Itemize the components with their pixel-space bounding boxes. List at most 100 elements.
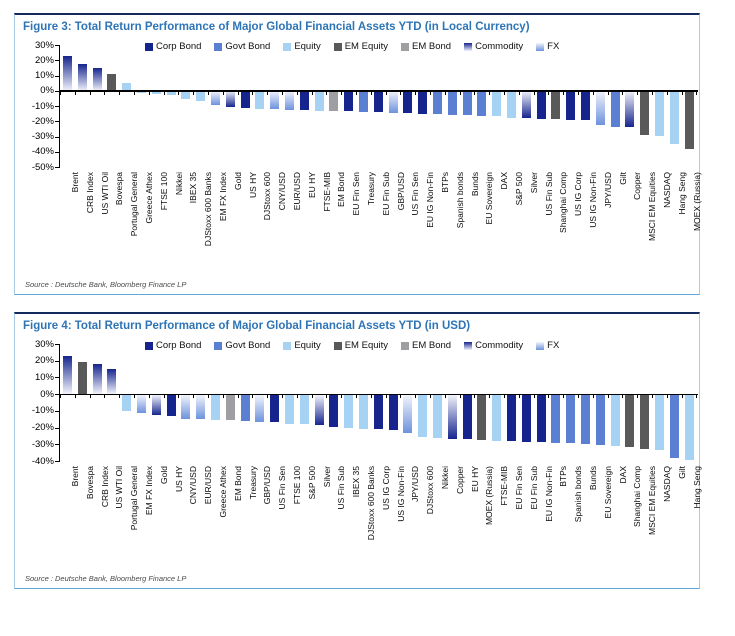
- bar-cny-usd: [181, 394, 191, 419]
- x-tick-mark: [326, 90, 328, 95]
- legend-label: Equity: [294, 340, 321, 351]
- legend-swatch-corp-bond: [145, 341, 153, 350]
- x-tick-mark: [104, 90, 106, 95]
- y-tick-label: -20%: [31, 422, 54, 434]
- bar-brent: [62, 356, 72, 395]
- x-axis-label-gilt: Gilt: [676, 466, 687, 479]
- bar-spanish-bonds: [566, 394, 576, 444]
- figure-3-y-axis-labels: 30% 20% 10% 0% -10% -20% -30% -40% -50%: [19, 40, 59, 173]
- bar-silver: [314, 394, 324, 426]
- bar-eu-sovereign: [595, 394, 605, 445]
- x-tick-mark: [607, 90, 609, 95]
- x-axis-label-ftse-mib: FTSE-MIB: [321, 172, 332, 212]
- bar-eu-hy: [462, 394, 472, 440]
- x-axis-label-us-hy: US HY: [173, 466, 184, 492]
- x-axis-label-nasdaq: NASDAQ: [661, 466, 672, 502]
- x-axis-label-em-bond: EM Bond: [232, 466, 243, 501]
- x-axis-label-crb-index: CRB Index: [84, 172, 95, 214]
- figure-3-title: Figure 3: Total Return Performance of Ma…: [23, 21, 530, 33]
- x-tick-mark: [341, 394, 343, 399]
- x-tick-mark: [148, 90, 150, 95]
- legend-swatch-em-bond: [401, 42, 410, 51]
- figure-4-x-axis-labels: Brent Bovespa CRB Index US WTI Oil Portugal …: [59, 466, 702, 570]
- x-tick-mark: [652, 394, 653, 399]
- bar-copper: [447, 394, 457, 439]
- legend-label: EM Equity: [344, 340, 389, 351]
- figure-3-panel: Figure 3: Total Return Performance of Ma…: [14, 13, 702, 295]
- figure-4-legend: Corp Bond Govt Bond Equity EM Equity EM Bond…: [145, 340, 559, 351]
- bar-ftse-100: [284, 394, 294, 424]
- x-axis-label-brent: Brent: [69, 466, 80, 487]
- bar-em-fx-index: [210, 91, 220, 106]
- x-tick-mark: [415, 394, 417, 399]
- y-tick-mark: [55, 377, 60, 379]
- legend-label: FX: [547, 41, 560, 52]
- bar-gilt: [669, 394, 679, 459]
- x-axis-label-ftse-100: FTSE 100: [291, 466, 302, 505]
- x-axis-label-msci-em-equities: MSCI EM Equities: [647, 172, 658, 241]
- x-tick-mark: [208, 90, 209, 95]
- y-tick-mark: [55, 45, 60, 46]
- x-tick-mark: [208, 394, 209, 399]
- bar-copper: [625, 91, 635, 128]
- bar-dax: [492, 91, 502, 117]
- x-axis-label-us-fin-sub: US Fin Sub: [543, 172, 554, 216]
- y-tick-mark: [55, 90, 60, 92]
- x-tick-mark: [400, 90, 402, 95]
- x-axis-label-us-wti-oil: US WTI Oil: [114, 466, 125, 509]
- x-tick-mark: [178, 90, 180, 95]
- legend-swatch-commodity: [464, 341, 473, 350]
- x-tick-mark: [134, 394, 135, 399]
- x-axis-label-gbp-usd: GBP/USD: [395, 172, 406, 211]
- bar-hang-seng: [684, 394, 694, 460]
- x-axis-label-spanish-bonds: Spanish bonds: [454, 172, 465, 229]
- x-axis-label-greece-athex: Greece Athex: [217, 466, 228, 518]
- y-tick-mark: [55, 394, 60, 396]
- x-axis-label-bovespa: Bovespa: [114, 172, 125, 206]
- bar-us-ig-corp: [566, 91, 576, 120]
- bar-greece-athex: [210, 394, 220, 420]
- legend-label: FX: [547, 340, 560, 351]
- legend-label: Govt Bond: [225, 340, 271, 351]
- x-tick-mark: [592, 90, 594, 95]
- bar-gilt: [610, 91, 620, 127]
- x-tick-mark: [563, 90, 565, 95]
- x-tick-mark: [296, 394, 298, 399]
- x-axis-label-jpy-usd: JPY/USD: [410, 466, 421, 502]
- x-axis-label-us-ig-corp: US IG Corp: [573, 172, 584, 216]
- bar-gold: [225, 91, 235, 108]
- y-tick-mark: [55, 106, 60, 107]
- x-tick-mark: [578, 394, 579, 399]
- x-tick-mark: [326, 394, 328, 399]
- x-axis-label-copper: Copper: [454, 466, 465, 494]
- legend-item-commodity: Commodity: [464, 340, 523, 351]
- legend-item-em-equity: EM Equity: [333, 340, 389, 351]
- x-tick-mark: [356, 90, 357, 95]
- bar-ibex-35: [181, 91, 191, 99]
- bar-ibex-35: [344, 394, 354, 428]
- x-axis-label-ibex-35: IBEX 35: [351, 466, 362, 498]
- x-axis-label-dax: DAX: [617, 466, 628, 484]
- bar-ftse-mib: [314, 91, 324, 111]
- x-axis-label-greece-athex: Greece Athex: [143, 172, 154, 224]
- bar-us-ig-non-fin: [580, 91, 590, 121]
- bar-em-fx-index: [136, 394, 146, 413]
- x-tick-mark: [222, 394, 224, 399]
- x-axis-label-bovespa: Bovespa: [84, 466, 95, 500]
- x-tick-mark: [637, 90, 639, 95]
- x-axis-label-nasdaq: NASDAQ: [661, 172, 672, 208]
- x-axis-label-eu-fin-sen: EU Fin Sen: [351, 172, 362, 216]
- x-tick-mark: [311, 90, 313, 95]
- legend-swatch-corp-bond: [145, 42, 153, 51]
- figure-3-source-note: Source : Deutsche Bank, Bloomberg Financ…: [25, 280, 187, 289]
- bar-us-hy: [240, 91, 250, 108]
- bar-jpy-usd: [595, 91, 605, 125]
- x-axis-label-shanghai-comp: Shanghai Comp: [632, 466, 643, 527]
- x-tick-mark: [444, 90, 446, 95]
- x-tick-mark: [474, 90, 476, 95]
- bar-nasdaq: [654, 91, 664, 137]
- x-axis-label-silver: Silver: [528, 172, 539, 194]
- x-axis-label-bunds: Bunds: [469, 172, 480, 197]
- y-tick-mark: [55, 75, 60, 77]
- x-tick-mark: [60, 394, 61, 399]
